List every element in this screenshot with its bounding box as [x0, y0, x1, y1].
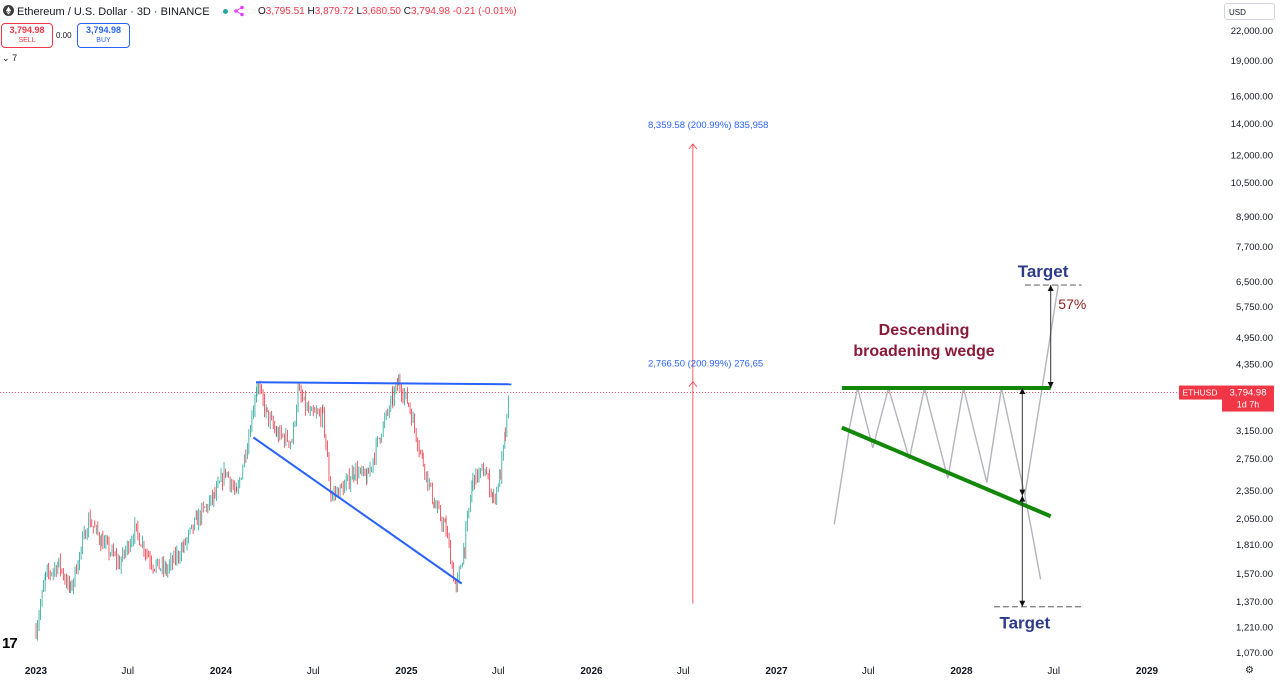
- y-tick-label: 1,370.00: [1236, 597, 1273, 608]
- ohlc-item: L3,680.50: [356, 6, 401, 17]
- settings-icon[interactable]: ⚙: [1245, 665, 1254, 676]
- measure-lower-arrow-head-a: [1019, 495, 1026, 502]
- price-tag-bg: [1222, 385, 1274, 412]
- ohlc-values: O3,795.51 H3,879.72 L3,680.50 C3,794.98 …: [258, 6, 517, 17]
- x-tick-label: 2028: [950, 666, 973, 677]
- pattern-breakdown-path: [1024, 495, 1042, 580]
- x-tick-label: Jul: [121, 666, 134, 677]
- pattern-title-line2: broadening wedge: [853, 343, 994, 360]
- sell-price: 3,794.98: [9, 25, 45, 35]
- y-tick-label: 22,000.00: [1231, 26, 1273, 37]
- y-tick-label: 2,750.00: [1236, 454, 1273, 465]
- buy-label: BUY: [96, 37, 111, 44]
- price-tag-value: 3,794.98: [1230, 388, 1267, 399]
- market-open-indicator: [223, 9, 228, 14]
- measure-wedge-arrow-head-b: [1019, 489, 1026, 496]
- y-tick-label: 5,750.00: [1236, 302, 1273, 313]
- y-tick-label: 12,000.00: [1231, 151, 1273, 162]
- x-tick-label: 2026: [580, 666, 603, 677]
- chevron-down-icon: ⌄: [2, 53, 10, 63]
- projection-mid-label: 2,766.50 (200.99%) 276,65: [648, 359, 763, 370]
- trendline-resistance: [255, 381, 512, 386]
- y-tick-label: 16,000.00: [1231, 92, 1273, 103]
- buy-button[interactable]: 3,794.98 BUY: [77, 23, 130, 48]
- sell-label: SELL: [18, 37, 36, 44]
- ohlc-item: -0.21 (-0.01%): [452, 6, 517, 17]
- y-tick-label: 1,210.00: [1236, 623, 1273, 634]
- y-tick-label: 3,150.00: [1236, 426, 1273, 437]
- tradingview-logo[interactable]: 17: [2, 635, 18, 652]
- y-tick-label: 2,350.00: [1236, 486, 1273, 497]
- symbol-title[interactable]: Ethereum / U.S. Dollar · 3D · BINANCE: [17, 6, 210, 18]
- y-tick-label: 10,500.00: [1231, 178, 1273, 189]
- wedge-lower-line: [841, 425, 1052, 519]
- candles: [35, 373, 509, 641]
- x-tick-label: Jul: [307, 666, 320, 677]
- trendline-support: [252, 436, 463, 585]
- symbol-tag-bg: [1179, 385, 1222, 400]
- ohlc-item: O3,795.51: [258, 6, 305, 17]
- y-tick-label: 8,900.00: [1236, 212, 1273, 223]
- price-tag-countdown: 1d 7h: [1237, 400, 1260, 410]
- measure-upper-arrow-head-a: [1047, 285, 1054, 292]
- y-tick-label: 4,950.00: [1236, 333, 1273, 344]
- x-tick-label: 2029: [1136, 666, 1159, 677]
- y-tick-label: 14,000.00: [1231, 119, 1273, 130]
- buy-price: 3,794.98: [85, 25, 122, 35]
- x-tick-label: Jul: [677, 666, 690, 677]
- y-tick-label: 1,070.00: [1236, 648, 1273, 659]
- pattern-title-line1: Descending: [879, 322, 970, 339]
- projection-arrow-top: [688, 143, 698, 150]
- indicators-toggle[interactable]: ⌄ 7: [2, 53, 17, 64]
- y-tick-label: 2,050.00: [1236, 514, 1273, 525]
- ethereum-icon: [3, 5, 14, 16]
- projection-arrow-mid: [688, 381, 698, 387]
- currency-select[interactable]: USD: [1224, 3, 1275, 20]
- x-tick-label: 2025: [395, 666, 418, 677]
- indicators-count: 7: [12, 53, 18, 63]
- x-tick-label: 2024: [210, 666, 233, 677]
- share-icon[interactable]: [233, 5, 245, 17]
- symbol-tag: ETHUSD: [1183, 388, 1218, 398]
- pattern-zigzag: [833, 284, 1059, 525]
- y-tick-label: 4,350.00: [1236, 359, 1273, 370]
- ohlc-item: C3,794.98: [403, 6, 450, 17]
- y-tick-label: 1,810.00: [1236, 540, 1273, 551]
- measure-wedge-arrow-head-a: [1019, 387, 1026, 394]
- target-lower-label: Target: [999, 614, 1050, 633]
- measure-upper-arrow-head-b: [1047, 381, 1054, 388]
- percent-label: 57%: [1058, 296, 1086, 312]
- spread-value: 0.00: [56, 31, 72, 40]
- y-tick-label: 6,500.00: [1236, 277, 1273, 288]
- y-tick-label: 7,700.00: [1236, 242, 1273, 253]
- projection-upper-label: 8,359.58 (200.99%) 835,958: [648, 120, 768, 131]
- target-upper-label: Target: [1018, 262, 1069, 281]
- y-tick-label: 1,570.00: [1236, 569, 1273, 580]
- y-tick-label: 19,000.00: [1231, 56, 1273, 67]
- x-tick-label: 2023: [25, 666, 48, 677]
- x-tick-label: Jul: [1047, 666, 1060, 677]
- measure-lower-arrow-head-b: [1019, 600, 1026, 607]
- x-tick-label: Jul: [862, 666, 875, 677]
- sell-button[interactable]: 3,794.98 SELL: [1, 23, 53, 48]
- x-tick-label: Jul: [492, 666, 505, 677]
- chart-header: Ethereum / U.S. Dollar · 3D · BINANCE O3…: [0, 0, 1220, 24]
- x-tick-label: 2027: [765, 666, 788, 677]
- ohlc-item: H3,879.72: [307, 6, 354, 17]
